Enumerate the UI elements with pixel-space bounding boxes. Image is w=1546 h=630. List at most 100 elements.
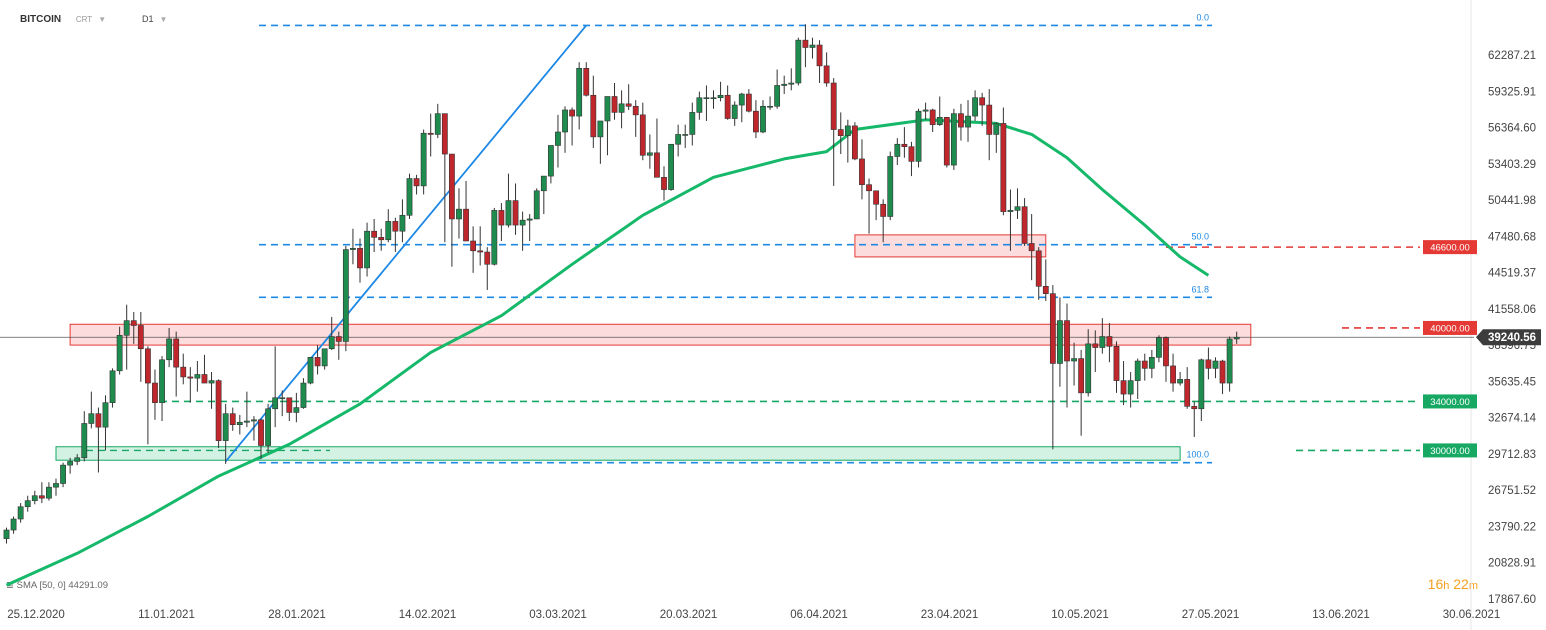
x-tick-label: 13.06.2021 <box>1312 609 1370 621</box>
candle <box>109 368 116 408</box>
candle <box>837 112 844 155</box>
candle <box>880 199 887 243</box>
candle-body <box>979 97 986 106</box>
interval-dropdown[interactable]: D1 ▼ <box>142 14 167 25</box>
candle <box>321 348 328 370</box>
candle <box>137 312 144 382</box>
candle <box>307 357 314 385</box>
candle <box>187 367 194 403</box>
timer-minutes: 22 <box>1453 576 1469 592</box>
candle-body <box>137 325 144 350</box>
candle <box>251 416 257 441</box>
candle <box>328 316 335 350</box>
candle <box>519 211 526 251</box>
candle-body <box>894 143 901 157</box>
candle <box>350 228 356 265</box>
candle-body <box>46 486 52 499</box>
candle-body <box>413 178 420 187</box>
indicator-legend[interactable]: ≣ SMA [50, 0] 44291.09 <box>6 580 108 591</box>
current-price-tag-shape <box>1476 329 1541 346</box>
candle <box>760 100 766 134</box>
candle <box>357 238 363 283</box>
candle <box>194 361 201 392</box>
candle <box>1127 372 1134 408</box>
y-tick-label: 23790.22 <box>1488 521 1536 533</box>
candle <box>441 113 448 243</box>
instrument-type-dropdown[interactable]: CRT ▼ <box>76 15 106 24</box>
candle <box>1092 330 1099 373</box>
candle <box>413 174 420 195</box>
candle-body <box>180 366 187 378</box>
candle <box>166 327 173 368</box>
sma-line <box>5 118 1210 587</box>
candle <box>406 173 413 219</box>
candle-body <box>498 210 505 226</box>
candle-body <box>236 421 243 425</box>
y-tick-label: 44519.37 <box>1488 268 1536 280</box>
candle-body <box>753 110 759 133</box>
candle-body <box>272 397 279 410</box>
candle-body <box>1127 380 1134 395</box>
candle <box>236 414 243 435</box>
candle-body <box>781 83 788 86</box>
candle <box>456 188 462 239</box>
candle <box>1198 358 1205 422</box>
candle <box>809 37 816 59</box>
candle-body <box>675 134 682 145</box>
y-tick-label: 32674.14 <box>1488 413 1537 425</box>
candle-body <box>1113 346 1120 381</box>
price-level-tag <box>1423 320 1477 335</box>
candle-body <box>1085 343 1092 394</box>
candle-body <box>859 158 865 185</box>
indicator-value: 44291.09 <box>68 580 108 591</box>
candle-body <box>484 251 491 265</box>
candle <box>314 345 321 375</box>
fib-level-label: 61.8 <box>1191 284 1209 294</box>
candle-body <box>816 44 823 67</box>
candle-body <box>724 94 731 119</box>
candle-body <box>866 184 872 192</box>
candle <box>745 89 752 113</box>
candle-body <box>251 419 257 422</box>
candle <box>710 90 717 109</box>
candle-body <box>576 68 583 117</box>
candle <box>597 120 604 164</box>
candle-body <box>632 105 639 116</box>
candle-body <box>1156 337 1162 358</box>
candle <box>258 418 264 459</box>
candle-body <box>540 175 547 192</box>
candle-body <box>1184 379 1191 407</box>
candle <box>116 326 123 375</box>
candle-body <box>74 457 81 462</box>
candle <box>696 91 703 120</box>
candle-body <box>1049 293 1056 364</box>
candle <box>950 108 957 170</box>
candle-body <box>936 117 943 125</box>
candle <box>908 141 915 177</box>
x-tick-label: 06.04.2021 <box>790 609 848 621</box>
candle-body <box>1042 286 1049 294</box>
candle <box>1028 214 1035 281</box>
candle-body <box>943 117 950 166</box>
candle <box>1021 198 1028 246</box>
candle <box>958 103 964 141</box>
candle-body <box>1170 365 1176 384</box>
symbol-label: BITCOIN <box>20 14 62 25</box>
candle-body <box>767 105 773 108</box>
price-level-label: 34000.00 <box>1430 397 1470 408</box>
candle <box>717 81 724 102</box>
candle-body <box>1120 380 1127 395</box>
current-price-tag: 39240.56 <box>1476 329 1541 346</box>
candle-body <box>1226 338 1233 384</box>
candle-body <box>1212 360 1219 369</box>
candle-body <box>703 97 710 100</box>
fib-level-label: 50.0 <box>1191 232 1209 242</box>
candle <box>1120 361 1127 406</box>
candle-body <box>1198 359 1205 410</box>
candle-body <box>837 129 844 136</box>
candle <box>767 96 773 110</box>
candle <box>1141 353 1148 381</box>
candle-timer: 16h 22m <box>1428 576 1478 592</box>
candle-body <box>597 120 604 138</box>
